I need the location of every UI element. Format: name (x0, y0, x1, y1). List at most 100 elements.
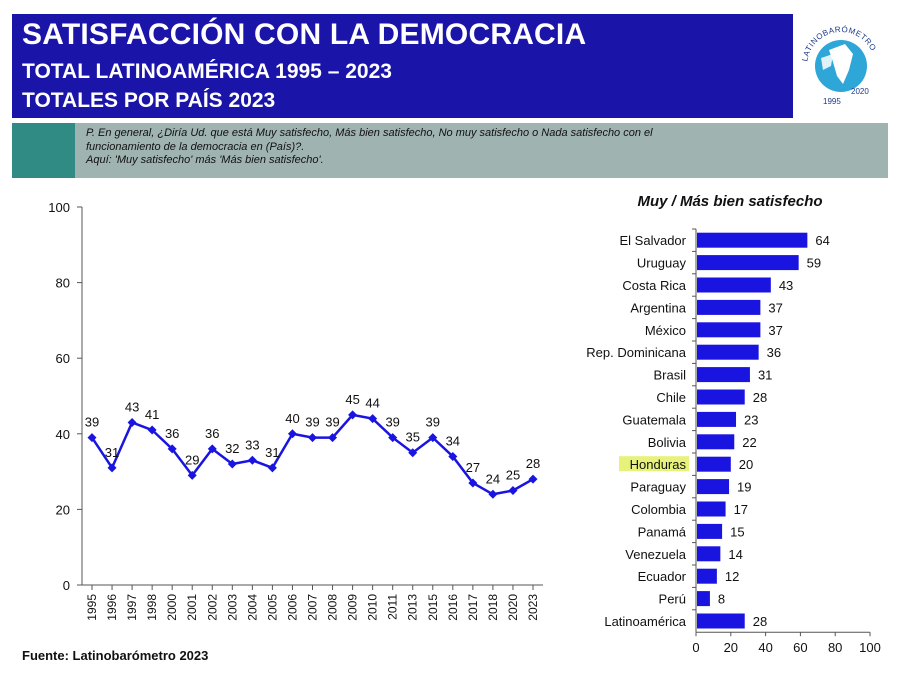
data-label: 35 (405, 430, 419, 445)
data-label: 43 (125, 399, 139, 414)
bar-category-label: Colombia (631, 502, 687, 517)
bar (697, 501, 726, 517)
bar-category-label: El Salvador (620, 233, 687, 248)
bar-value-label: 59 (807, 256, 821, 271)
bar (697, 411, 737, 427)
latinobarometro-logo: LATINOBARÓMETRO 1995 2020 (793, 14, 888, 118)
data-label: 39 (305, 415, 319, 430)
bar (697, 322, 761, 338)
data-point (287, 429, 297, 439)
data-point (207, 444, 217, 454)
data-label: 29 (185, 452, 199, 467)
bar-category-label: Paraguay (630, 480, 686, 495)
data-point (167, 444, 177, 454)
y-tick-label: 0 (63, 578, 70, 593)
bar-category-label: Venezuela (625, 547, 686, 562)
data-label: 40 (285, 411, 299, 426)
data-point (87, 433, 97, 443)
line-chart: 0 20 40 60 80 100 1995 1996 1997 1998 2000 2001 2002… (48, 200, 543, 621)
question-line-3: Aquí: 'Muy satisfecho' más 'Más bien sat… (86, 154, 324, 166)
data-point (147, 425, 157, 435)
data-point (488, 489, 498, 499)
bar-x-tick-label: 40 (758, 640, 772, 655)
data-label: 44 (365, 396, 379, 411)
header-banner: SATISFACCIÓN CON LA DEMOCRACIA TOTAL LAT… (12, 14, 888, 118)
x-tick-label: 2002 (205, 594, 219, 621)
bar-value-label: 19 (737, 480, 751, 495)
x-tick-label: 2000 (165, 594, 179, 621)
data-point (508, 486, 518, 495)
bar-x-tick-label: 0 (692, 640, 699, 655)
x-tick-label: 2007 (306, 594, 320, 621)
bar (697, 255, 799, 271)
bar (697, 613, 745, 629)
data-label: 28 (526, 456, 540, 471)
x-tick-label: 2023 (526, 594, 540, 621)
bar (697, 389, 745, 405)
bar-category-label: Panamá (638, 524, 687, 539)
bar (697, 568, 717, 584)
data-label: 27 (466, 460, 480, 475)
data-point (448, 451, 458, 461)
data-point (247, 455, 257, 465)
y-tick-label: 100 (48, 200, 70, 215)
x-tick-label: 1996 (105, 594, 119, 621)
bar-chart: Muy / Más bien satisfecho 0 20 40 60 80 100 El… (586, 193, 881, 655)
data-label: 41 (145, 407, 159, 422)
x-tick-label: 1998 (145, 594, 159, 621)
bar-value-label: 64 (815, 233, 829, 248)
bar (697, 479, 730, 495)
bar (697, 344, 759, 360)
bar-x-tick-label: 100 (859, 640, 881, 655)
x-tick-label: 2001 (185, 594, 199, 621)
data-point (468, 478, 478, 488)
x-tick-label: 2015 (426, 594, 440, 621)
data-point (107, 463, 117, 473)
bar-category-label: Ecuador (638, 569, 687, 584)
x-tick-label: 2020 (506, 594, 520, 621)
x-tick-label: 1995 (85, 594, 99, 621)
bar-category-label: Argentina (630, 300, 686, 315)
data-label: 33 (245, 437, 259, 452)
bar (697, 456, 731, 472)
data-point (428, 433, 438, 443)
question-text: P. En general, ¿Diría Ud. que está Muy s… (86, 127, 876, 168)
bar-category-label: Brasil (653, 368, 686, 383)
bar-value-label: 17 (734, 502, 748, 517)
data-point (408, 448, 418, 458)
data-label: 25 (506, 468, 520, 483)
bar-value-label: 31 (758, 368, 772, 383)
logo-seal-icon: LATINOBARÓMETRO 1995 2020 (800, 25, 877, 106)
bar-category-label: Uruguay (637, 256, 687, 271)
x-tick-label: 2003 (225, 594, 239, 621)
bar-chart-title: Muy / Más bien satisfecho (637, 193, 822, 210)
data-label: 39 (426, 415, 440, 430)
bar-category-label: Perú (659, 592, 686, 607)
x-tick-label: 1997 (125, 594, 139, 621)
bar-category-label: Guatemala (622, 412, 686, 427)
bar-category-label: Rep. Dominicana (586, 345, 686, 360)
y-tick-label: 60 (56, 351, 70, 366)
data-label: 32 (225, 441, 239, 456)
data-point (328, 433, 338, 443)
data-label: 24 (486, 471, 500, 486)
source-note: Fuente: Latinobarómetro 2023 (22, 648, 209, 663)
x-tick-label: 2016 (446, 594, 460, 621)
logo-year-right: 2020 (851, 87, 869, 96)
bar (697, 232, 808, 248)
data-point (227, 459, 237, 469)
question-bar: P. En general, ¿Diría Ud. que está Muy s… (12, 123, 888, 178)
x-tick-label: 2005 (265, 594, 279, 621)
bar-category-label: México (645, 323, 686, 338)
y-tick-label: 20 (56, 502, 70, 517)
x-tick-label: 2004 (245, 594, 259, 621)
bar-value-label: 20 (739, 457, 753, 472)
question-accent (12, 123, 75, 178)
bar (697, 434, 735, 450)
data-label: 36 (165, 426, 179, 441)
highlight-marker (619, 456, 689, 472)
bar-value-label: 37 (768, 300, 782, 315)
data-point (528, 474, 538, 484)
page-subtitle-countries: TOTALES POR PAÍS 2023 (22, 89, 276, 112)
bar-value-label: 8 (718, 592, 725, 607)
